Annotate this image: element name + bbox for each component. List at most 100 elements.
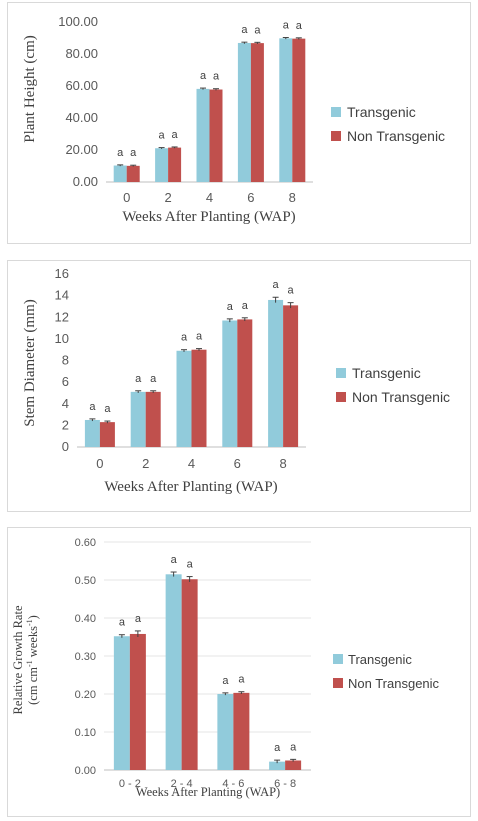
stem-diameter-bars: a aa aa aa aa a bbox=[84, 279, 299, 447]
significance-letter: a bbox=[150, 373, 157, 385]
y-axis-unit-close: ) bbox=[26, 615, 40, 619]
x-tick-label: 6 bbox=[247, 190, 254, 205]
x-tick-label: 6 bbox=[234, 456, 241, 471]
significance-letter: a bbox=[296, 20, 303, 32]
significance-letter: a bbox=[104, 403, 111, 415]
y-tick-label: 0 bbox=[62, 439, 69, 454]
x-tick-label: 2 - 4 bbox=[171, 778, 193, 790]
x-tick-label: 0 - 2 bbox=[119, 778, 141, 790]
x-tick-label: 2 bbox=[164, 190, 171, 205]
relative-growth-rate-y-axis-title: Relative Growth Rate (cm cm-1 weeks-1) bbox=[11, 605, 40, 714]
significance-letter: a bbox=[213, 71, 220, 83]
y-tick-label: 80.00 bbox=[65, 46, 98, 61]
plant-height-axes: 0.00 20.00 40.00 60.00 80.00 100.00 0 2 4 6 8 bbox=[58, 14, 313, 205]
relative-growth-rate-axes: 0.00 0.10 0.20 0.30 0.40 0.50 0.60 0 - 2 2 - 4 4 … bbox=[75, 537, 311, 790]
x-tick-label: 4 - 6 bbox=[222, 778, 244, 790]
bar-non-transgenic bbox=[191, 349, 207, 447]
relative-growth-rate-chart-panel: 0.00 0.10 0.20 0.30 0.40 0.50 0.60 0 - 2 2 - 4 4 … bbox=[7, 527, 471, 817]
y-tick-label: 2 bbox=[62, 417, 69, 432]
significance-letter: a bbox=[254, 24, 261, 36]
significance-letter: a bbox=[117, 147, 124, 159]
y-tick-label: 0.60 bbox=[75, 537, 96, 549]
significance-letter: a bbox=[181, 332, 188, 344]
bar-transgenic bbox=[155, 148, 169, 182]
significance-letter: a bbox=[242, 300, 249, 312]
x-tick-label: 4 bbox=[188, 456, 195, 471]
x-tick-label: 0 bbox=[123, 190, 130, 205]
legend-label-transgenic: Transgenic bbox=[347, 104, 416, 120]
legend-swatch-non-transgenic bbox=[333, 678, 343, 688]
y-tick-label: 0.50 bbox=[75, 575, 96, 587]
relative-growth-rate-bars: a aa aa aa a bbox=[113, 554, 302, 770]
y-tick-label: 6 bbox=[62, 374, 69, 389]
bar-transgenic bbox=[176, 350, 192, 447]
bar-transgenic bbox=[237, 42, 251, 183]
bar-transgenic bbox=[113, 636, 130, 770]
relative-growth-rate-legend: Transgenic Non Transgenic bbox=[333, 652, 440, 691]
significance-letter: a bbox=[89, 401, 96, 413]
stem-diameter-y-axis-title: Stem Diameter (mm) bbox=[22, 299, 38, 426]
bar-non-transgenic bbox=[181, 579, 198, 770]
significance-letter: a bbox=[196, 331, 203, 343]
stem-diameter-legend: Transgenic Non Transgenic bbox=[336, 365, 450, 405]
y-tick-label: 20.00 bbox=[65, 142, 98, 157]
y-tick-label: 12 bbox=[55, 309, 69, 324]
plant-height-legend: Transgenic Non Transgenic bbox=[331, 104, 445, 144]
significance-letter: a bbox=[200, 70, 207, 82]
bar-transgenic bbox=[165, 574, 182, 770]
significance-letter: a bbox=[171, 554, 178, 566]
legend-label-transgenic: Transgenic bbox=[348, 652, 412, 667]
bar-transgenic bbox=[196, 88, 210, 182]
significance-letter: a bbox=[135, 373, 142, 385]
y-tick-label: 60.00 bbox=[65, 78, 98, 93]
bar-transgenic bbox=[84, 419, 100, 447]
legend-label-transgenic: Transgenic bbox=[352, 365, 421, 381]
x-tick-label: 8 bbox=[279, 456, 286, 471]
legend-swatch-transgenic bbox=[336, 368, 346, 378]
bar-non-transgenic bbox=[237, 319, 253, 447]
bar-transgenic bbox=[130, 391, 146, 447]
plant-height-y-axis-title: Plant Height (cm) bbox=[22, 35, 38, 142]
y-tick-label: 4 bbox=[62, 396, 69, 411]
y-tick-label: 100.00 bbox=[58, 14, 98, 29]
significance-letter: a bbox=[222, 675, 229, 687]
significance-letter: a bbox=[238, 674, 245, 686]
y-tick-label: 0.00 bbox=[73, 174, 98, 189]
significance-letter: a bbox=[283, 20, 290, 32]
significance-letter: a bbox=[290, 741, 297, 753]
legend-label-non-transgenic: Non Transgenic bbox=[352, 389, 450, 405]
y-tick-label: 0.20 bbox=[75, 689, 96, 701]
legend-swatch-non-transgenic bbox=[336, 392, 346, 402]
y-axis-unit-exponent-1: -1 bbox=[25, 660, 34, 667]
y-axis-unit-cm: (cm cm bbox=[26, 667, 40, 705]
bar-non-transgenic bbox=[99, 422, 115, 447]
significance-letter: a bbox=[119, 617, 126, 629]
bar-non-transgenic bbox=[250, 43, 264, 183]
plant-height-bars: a aa aa aa a a a bbox=[113, 20, 306, 183]
bar-non-transgenic bbox=[129, 633, 146, 770]
significance-letter: a bbox=[130, 147, 137, 159]
legend-swatch-non-transgenic bbox=[331, 131, 341, 141]
bar-transgenic bbox=[217, 694, 234, 770]
bar-non-transgenic bbox=[126, 165, 140, 182]
y-axis-unit-weeks: weeks bbox=[26, 626, 40, 660]
y-tick-label: 10 bbox=[55, 331, 69, 346]
bar-transgenic bbox=[279, 38, 293, 182]
bar-transgenic bbox=[222, 320, 238, 447]
significance-letter: a bbox=[187, 559, 194, 571]
legend-swatch-transgenic bbox=[333, 654, 343, 664]
bar-non-transgenic bbox=[285, 760, 302, 770]
bar-transgenic bbox=[268, 299, 284, 447]
significance-letter: a bbox=[159, 130, 166, 142]
legend-label-non-transgenic: Non Transgenic bbox=[347, 128, 445, 144]
x-tick-label: 6 - 8 bbox=[274, 778, 296, 790]
legend-label-non-transgenic: Non Transgenic bbox=[348, 676, 440, 691]
y-axis-title-line2: (cm cm-1 weeks-1) bbox=[25, 615, 40, 705]
y-tick-label: 0.40 bbox=[75, 613, 96, 625]
significance-letter: a bbox=[241, 24, 248, 36]
significance-letter: a bbox=[172, 129, 179, 141]
significance-letter: a bbox=[274, 742, 281, 754]
